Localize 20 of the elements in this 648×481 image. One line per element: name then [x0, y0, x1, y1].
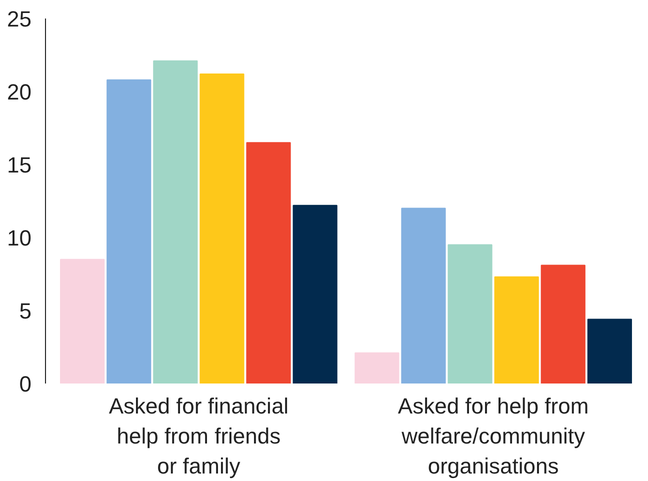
bar	[587, 318, 632, 384]
bar	[540, 264, 586, 384]
x-tick-label: Asked for financial help from friends or family	[108, 394, 289, 478]
y-tick-label: 15	[7, 152, 32, 178]
y-tick-label: 10	[7, 226, 32, 250]
bar	[153, 60, 198, 384]
y-tick-label: 25	[7, 6, 32, 32]
bar	[106, 79, 152, 384]
bar	[246, 142, 291, 384]
bar	[60, 258, 105, 384]
bar	[448, 244, 492, 384]
y-tick-label: 20	[7, 80, 32, 104]
bar	[354, 352, 400, 384]
bar	[292, 204, 338, 384]
bar	[401, 208, 446, 384]
bar	[494, 276, 539, 384]
y-tick-label: 0	[19, 372, 32, 396]
y-tick-label: 5	[19, 298, 32, 324]
x-tick-label: Asked for help from welfare/community organisations	[398, 394, 589, 478]
bar	[200, 73, 244, 384]
